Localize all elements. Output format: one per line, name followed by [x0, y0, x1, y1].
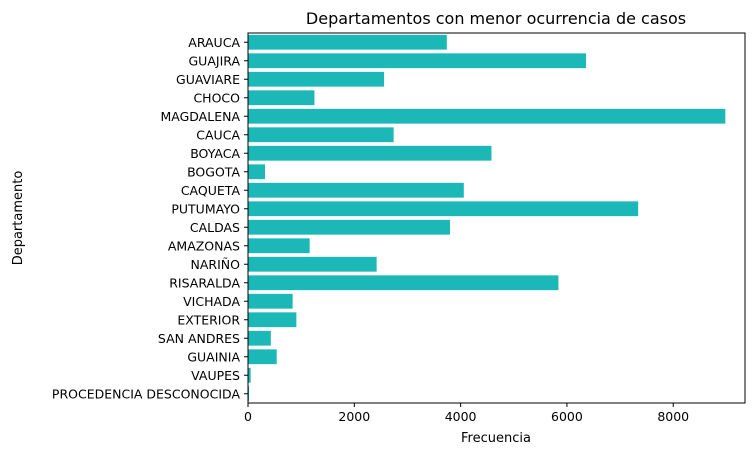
bar-nariño — [248, 256, 377, 272]
x-tick-label: 2000 — [338, 409, 370, 424]
y-tick-label: CAQUETA — [181, 183, 241, 198]
x-axis-ticks: 0 2000 4000 6000 8000 — [244, 403, 689, 424]
plot-frame — [247, 32, 746, 404]
bar-vaupes — [248, 367, 251, 383]
y-tick-label: CHOCO — [193, 90, 240, 105]
y-tick-label: BOGOTA — [187, 164, 240, 179]
y-tick-label: CALDAS — [190, 220, 240, 235]
y-tick-label: GUAJIRA — [189, 53, 241, 68]
y-tick-label: VAUPES — [191, 368, 240, 383]
bar-guainia — [248, 349, 277, 365]
bar-vichada — [248, 293, 293, 309]
x-tick-label: 6000 — [551, 409, 583, 424]
bar-caqueta — [248, 182, 464, 198]
y-tick-label: PROCEDENCIA DESCONOCIDA — [52, 386, 241, 401]
y-tick-label: SAN ANDRES — [158, 331, 240, 346]
bar-boyaca — [248, 145, 492, 161]
bars-group — [248, 34, 726, 402]
bar-amazonas — [248, 238, 310, 254]
bar-putumayo — [248, 201, 639, 217]
y-tick-label: CAUCA — [196, 127, 240, 142]
y-tick-label: GUAINIA — [187, 349, 240, 364]
y-axis-ticks: ARAUCA GUAJIRA GUAVIARE CHOCO MAGDALENA CAUCA… — [52, 35, 248, 401]
bar-risaralda — [248, 275, 559, 291]
bar-magdalena — [248, 108, 726, 124]
bar-caldas — [248, 219, 450, 235]
y-tick-label: RISARALDA — [169, 275, 240, 290]
bar-choco — [248, 90, 315, 106]
x-tick-label: 4000 — [445, 409, 477, 424]
x-tick-label: 0 — [244, 409, 252, 424]
y-tick-label: BOYACA — [190, 146, 240, 161]
y-tick-label: MAGDALENA — [160, 109, 240, 124]
y-tick-label: VICHADA — [183, 294, 240, 309]
bar-arauca — [248, 34, 447, 50]
chart-title: Departamentos con menor ocurrencia de ca… — [306, 9, 686, 28]
bar-guaviare — [248, 71, 385, 87]
y-tick-label: EXTERIOR — [177, 312, 240, 327]
y-tick-label: PUTUMAYO — [171, 201, 240, 216]
bar-procedencia-desconocida — [248, 386, 250, 402]
x-axis-label: Frecuencia — [461, 431, 531, 446]
y-tick-label: ARAUCA — [188, 35, 240, 50]
x-tick-label: 8000 — [657, 409, 689, 424]
bar-guajira — [248, 53, 587, 69]
bar-san-andres — [248, 330, 271, 346]
bar-bogota — [248, 164, 266, 180]
bar-cauca — [248, 127, 394, 143]
y-tick-label: AMAZONAS — [168, 238, 240, 253]
y-tick-label: GUAVIARE — [176, 72, 240, 87]
y-tick-label: NARIÑO — [191, 257, 241, 272]
y-axis-label: Departamento — [11, 171, 26, 266]
bar-exterior — [248, 312, 297, 328]
